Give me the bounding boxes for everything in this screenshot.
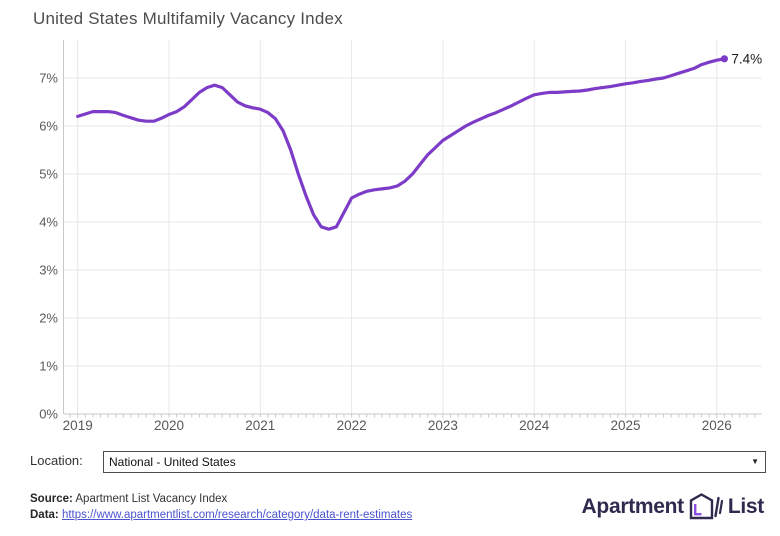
location-select[interactable]: National - United States — [103, 451, 766, 473]
svg-text:0%: 0% — [39, 407, 58, 422]
chart-title: United States Multifamily Vacancy Index — [33, 9, 343, 28]
svg-text:2023: 2023 — [428, 418, 458, 433]
footer: Source: Apartment List Vacancy Index Dat… — [30, 491, 412, 523]
svg-text:7%: 7% — [39, 71, 58, 86]
svg-text:4%: 4% — [39, 215, 58, 230]
svg-text:1%: 1% — [39, 359, 58, 374]
vacancy-line-chart: 0% 1% 2% 3% 4% 5% 6% 7% 2019 2020 2021 2022 2023 2024… — [39, 40, 762, 433]
svg-text:2024: 2024 — [519, 418, 550, 433]
svg-text:3%: 3% — [39, 263, 58, 278]
svg-text:2020: 2020 — [154, 418, 184, 433]
svg-text:2025: 2025 — [610, 418, 640, 433]
data-line: Data: https://www.apartmentlist.com/rese… — [30, 507, 412, 523]
data-label: Data: — [30, 509, 59, 521]
svg-text:5%: 5% — [39, 167, 58, 182]
source-line: Source: Apartment List Vacancy Index — [30, 491, 412, 507]
house-list-icon — [689, 493, 723, 520]
svg-text:2021: 2021 — [245, 418, 275, 433]
source-text: Apartment List Vacancy Index — [75, 493, 228, 505]
location-label: Location: — [30, 453, 83, 468]
svg-text:6%: 6% — [39, 119, 58, 134]
data-link[interactable]: https://www.apartmentlist.com/research/c… — [61, 509, 413, 521]
apartment-list-logo: Apartment List — [582, 493, 764, 520]
source-label: Source: — [30, 493, 73, 505]
svg-text:2022: 2022 — [337, 418, 367, 433]
svg-text:2026: 2026 — [702, 418, 732, 433]
logo-text-apartment: Apartment — [581, 494, 685, 518]
svg-text:2%: 2% — [39, 311, 58, 326]
svg-text:7.4%: 7.4% — [731, 51, 762, 66]
location-select-wrap: National - United States ▼ — [103, 451, 766, 473]
logo-text-list: List — [727, 494, 764, 518]
svg-text:2019: 2019 — [63, 418, 93, 433]
location-row: Location: National - United States ▼ — [0, 449, 780, 475]
